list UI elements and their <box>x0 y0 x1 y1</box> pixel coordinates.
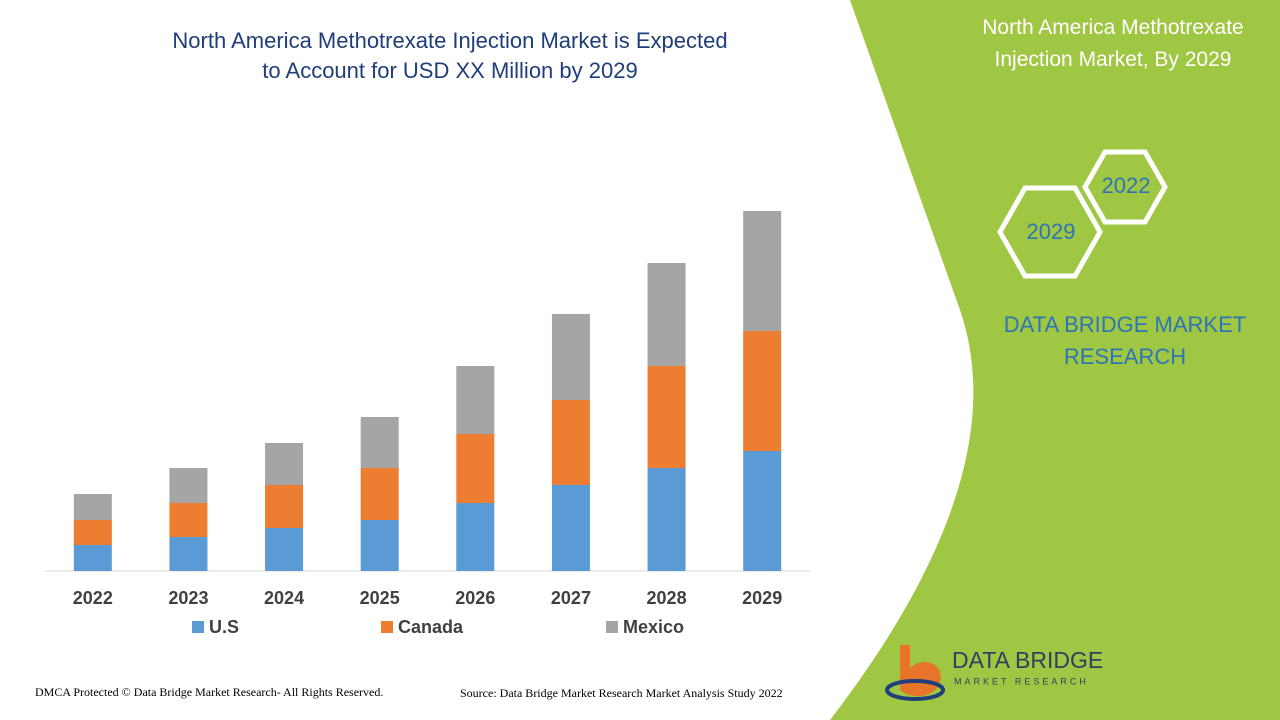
bar-segment <box>456 434 495 503</box>
logo: DATA BRIDGE MARKET RESEARCH <box>885 645 1103 701</box>
x-tick-label: 2025 <box>360 588 400 608</box>
bar-segment <box>265 485 304 528</box>
legend-swatch <box>606 621 618 633</box>
bar-segment <box>551 314 590 400</box>
logo-name: DATA BRIDGE <box>952 647 1103 673</box>
bar-segment <box>169 537 208 571</box>
green-panel <box>830 0 1280 720</box>
bar-segment <box>456 503 495 571</box>
footer-left: DMCA Protected © Data Bridge Market Rese… <box>35 685 383 699</box>
bar-segment <box>743 451 782 571</box>
x-tick-label: 2029 <box>742 588 782 608</box>
bar-segment <box>647 366 686 468</box>
legend-item: Canada <box>381 617 464 637</box>
bar-segment <box>73 545 112 571</box>
x-tick-label: 2028 <box>647 588 687 608</box>
legend-swatch <box>192 621 204 633</box>
bar-segment <box>265 528 304 571</box>
bar-segment <box>73 494 112 520</box>
hexagon <box>997 185 1103 279</box>
logo-sub: MARKET RESEARCH <box>954 676 1089 686</box>
bar-segment <box>551 400 590 485</box>
bar-segment <box>647 468 686 571</box>
panel-title: North America Methotrexate Injection Mark… <box>982 16 1243 71</box>
hexagon <box>1082 149 1168 225</box>
bar-segment <box>360 417 399 468</box>
bar-segment <box>743 331 782 451</box>
bar-segment <box>647 263 686 366</box>
legend-swatch <box>381 621 393 633</box>
bar-segment <box>265 443 304 485</box>
bar-segment <box>360 520 399 571</box>
x-tick-label: 2024 <box>264 588 304 608</box>
x-tick-label: 2026 <box>455 588 495 608</box>
x-tick-label: 2023 <box>168 588 208 608</box>
bar-segment <box>360 468 399 520</box>
bar-segment <box>169 468 208 503</box>
bar-segment <box>743 211 782 331</box>
bar-segment <box>456 366 495 434</box>
bar-segment <box>73 520 112 545</box>
legend-item: Mexico <box>606 617 684 637</box>
legend-label: Mexico <box>623 617 684 637</box>
chart-title: North America Methotrexate Injection Mar… <box>172 28 727 83</box>
hex-year: 2022 <box>1102 173 1151 198</box>
hex-year: 2029 <box>1027 219 1076 244</box>
brand: DATA BRIDGE MARKET RESEARCH <box>1004 312 1246 369</box>
legend-label: U.S <box>209 617 239 637</box>
x-tick-label: 2027 <box>551 588 591 608</box>
bar-segment <box>551 485 590 571</box>
legend-item: U.S <box>192 617 239 637</box>
bar-segment <box>169 503 208 537</box>
logo-swoosh <box>885 679 945 701</box>
legend-label: Canada <box>398 617 464 637</box>
x-tick-label: 2022 <box>73 588 113 608</box>
footer-right: Source: Data Bridge Market Research Mark… <box>460 686 783 700</box>
